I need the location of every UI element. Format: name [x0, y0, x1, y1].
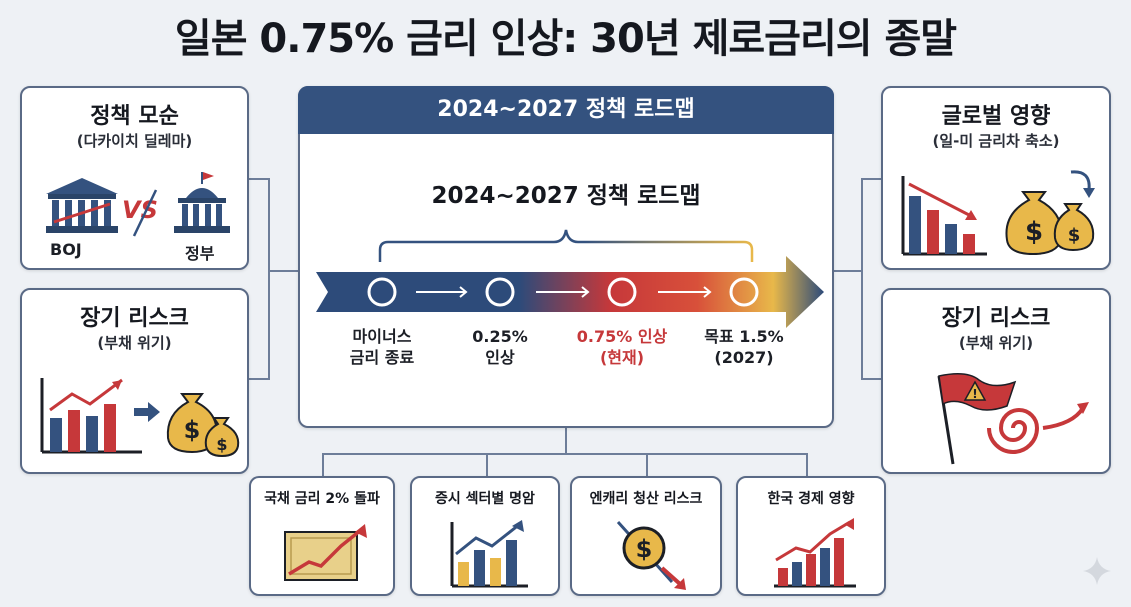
stage-line1: 0.75% 인상 [576, 327, 668, 346]
roadmap-header: 2024~2027 정책 로드맵 [298, 86, 834, 134]
bond-certificate-chart-icon [284, 524, 367, 581]
connector-line [646, 453, 648, 476]
long-term-risk-card-left: 장기 리스크 (부채 위기) $ $ [20, 288, 249, 474]
money-bag-icon: $ $ [166, 393, 240, 458]
warning-flag-spiral-icon: ! [937, 373, 1089, 465]
svg-text:$: $ [636, 535, 653, 563]
card-title: 장기 리스크 [80, 306, 189, 331]
connector-line [565, 428, 567, 454]
connector-line [861, 178, 863, 380]
connector-line [834, 270, 862, 272]
card-title: 한국 경제 영향 [767, 491, 855, 507]
korea-economy-chart-icon [774, 518, 856, 588]
connector-line [486, 453, 488, 476]
stage-label-target-1-5: 목표 1.5% (2027) [684, 326, 804, 368]
card-title: 증시 섹터별 명암 [435, 491, 535, 507]
stage-line2: 인상 [485, 348, 515, 367]
connector-line [249, 378, 269, 380]
rising-chart-icon [40, 378, 142, 454]
stage-line1: 0.25% [472, 327, 528, 346]
stage-label-0-25-hike: 0.25% 인상 [440, 326, 560, 368]
timeline-arrow [316, 256, 824, 328]
svg-text:$: $ [184, 416, 201, 444]
card-title: 국채 금리 2% 돌파 [264, 491, 380, 507]
connector-line [249, 178, 269, 180]
roadmap-panel: 2024~2027 정책 로드맵 2024~2027 정책 로드맵 [298, 86, 834, 428]
card-title: 글로벌 영향 [941, 104, 1051, 129]
timeline-bracket [378, 229, 754, 262]
government-label: 정부 [185, 244, 215, 263]
connector-line [861, 378, 881, 380]
government-building-icon [174, 172, 230, 233]
dollar-coin-down-icon: $ [616, 520, 686, 590]
stage-line2: (현재) [599, 348, 645, 367]
roadmap-title: 2024~2027 정책 로드맵 [431, 183, 701, 209]
stage-line1: 마이너스 [352, 327, 412, 346]
stock-sector-card: 증시 섹터별 명암 [410, 476, 560, 596]
connector-line [806, 453, 808, 476]
card-subtitle: (다카이치 딜레마) [76, 132, 193, 150]
page-title: 일본 0.75% 금리 인상: 30년 제로금리의 종말 [174, 16, 957, 62]
korea-economy-card: 한국 경제 영향 [736, 476, 886, 596]
card-title: 장기 리스크 [941, 306, 1051, 331]
svg-text:$: $ [1025, 217, 1043, 247]
stage-line2: 금리 종료 [349, 348, 415, 367]
yen-carry-card: 엔캐리 청산 리스크 $ [570, 476, 722, 596]
connector-line [268, 270, 298, 272]
money-bags-icon: $ $ [1005, 170, 1095, 256]
svg-text:$: $ [216, 435, 227, 454]
stage-label-negative-rate-end: 마이너스 금리 종료 [322, 326, 442, 368]
card-subtitle: (부채 위기) [97, 334, 172, 352]
stock-bar-chart-icon [450, 520, 528, 588]
stage-line1: 목표 1.5% [704, 327, 784, 346]
global-impact-card: 글로벌 영향 (일-미 금리차 축소) $ $ [881, 86, 1111, 270]
stage-label-0-75-hike-current: 0.75% 인상 (현재) [562, 326, 682, 368]
declining-chart-icon [901, 176, 987, 256]
long-term-risk-card-right: 장기 리스크 (부채 위기) ! [881, 288, 1111, 474]
svg-text:!: ! [972, 387, 977, 401]
card-title: 엔캐리 청산 리스크 [589, 491, 703, 507]
connector-line [322, 453, 324, 476]
policy-contradiction-card: 정책 모순 (다카이치 딜레마) BOJ VS 정부 [20, 86, 249, 270]
card-title: 정책 모순 [90, 104, 179, 129]
card-subtitle: (부채 위기) [958, 334, 1034, 352]
bond-yield-card: 국채 금리 2% 돌파 [249, 476, 395, 596]
connector-line [268, 178, 270, 380]
connector-line [322, 453, 808, 455]
stage-line2: (2027) [714, 348, 774, 367]
svg-text:$: $ [1068, 225, 1081, 246]
boj-building-icon [46, 178, 118, 233]
sparkle-icon [1083, 557, 1111, 585]
vs-slash-icon [132, 189, 158, 237]
arrow-right-icon [134, 402, 160, 422]
card-subtitle: (일-미 금리차 축소) [932, 132, 1060, 150]
connector-line [861, 178, 881, 180]
boj-label: BOJ [50, 240, 82, 259]
